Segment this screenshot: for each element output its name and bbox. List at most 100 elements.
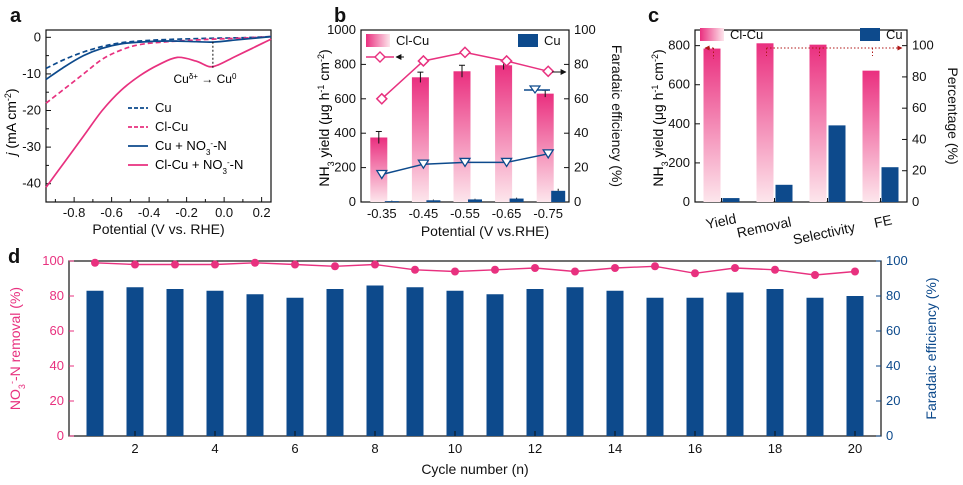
a-ann-cu: Cu	[174, 72, 189, 86]
d-bar-fe	[766, 289, 784, 436]
c-y2tick-label: 100	[912, 38, 934, 53]
c-bar-clcu	[703, 48, 721, 203]
b-bar-cu	[468, 199, 482, 202]
b-y2label: Faradaic efficiency (%)	[609, 45, 625, 187]
b-fe-marker-cu	[542, 149, 555, 160]
d-removal-point	[371, 260, 379, 269]
d-removal-point	[491, 265, 499, 274]
b-bar-clcu	[411, 77, 429, 202]
b-fe-marker-clcu	[542, 65, 555, 78]
c-category-removal: Removal	[735, 214, 792, 241]
b-legend-cu: Cu	[544, 33, 561, 48]
c-y2tick-label: 0	[912, 194, 919, 209]
d-ytick-label: 0	[57, 428, 64, 443]
a-l3a: Cu + NO	[155, 138, 206, 153]
b-yl-f: -2	[316, 54, 326, 62]
a-l4c: -	[227, 158, 230, 167]
d-xtick-label: 6	[291, 441, 298, 456]
d-removal-point	[731, 264, 739, 272]
b-xtick-label: -0.65	[492, 206, 522, 221]
d-ytick-label: 60	[50, 323, 64, 338]
c-category-selectivity: Selectivity	[791, 219, 856, 248]
b-bar-cu	[384, 201, 399, 202]
a-ylabel-unit: (mA cm	[3, 101, 19, 152]
b-bar-clcu	[453, 71, 471, 202]
b-yl-c: yield (μg h	[316, 93, 332, 162]
b-fe-marker-cu	[500, 157, 513, 168]
d-removal-point	[211, 260, 219, 269]
d-removal-point	[451, 267, 459, 276]
c-bar-cu	[828, 125, 846, 202]
a-xtick-label: -0.8	[63, 205, 85, 220]
b-legend-clcu: Cl-Cu	[396, 33, 429, 48]
a-ylabel: j (mA cm-2)	[3, 88, 19, 157]
b-xtick-label: -0.55	[450, 206, 480, 221]
b-bar-clcu	[495, 65, 513, 202]
b-legend-marker-cu	[528, 85, 542, 95]
c-ytick-label: 400	[668, 116, 690, 131]
d-xtick-label: 8	[371, 441, 378, 456]
a-xtick-label: -0.4	[138, 205, 160, 220]
d-xlabel: Cycle number (n)	[421, 461, 528, 477]
d-bar-fe	[646, 297, 664, 436]
d-removal-point	[531, 264, 539, 272]
d-removal-point	[651, 262, 659, 271]
c-category-yield: Yield	[704, 210, 737, 232]
a-ann-sup1: δ+	[189, 72, 198, 81]
d-ytick-label: 40	[50, 358, 64, 373]
d-removal-point	[331, 262, 339, 271]
c-y2tick-label: 40	[912, 131, 926, 146]
d-bar-fe	[246, 294, 264, 436]
a-ylabel-close: )	[3, 88, 19, 93]
b-xlabel: Potential (V vs.RHE)	[421, 223, 549, 239]
a-l3d: -N	[213, 138, 227, 153]
b-ytick-label: 600	[334, 91, 356, 106]
d-yl-b: 3	[17, 384, 27, 389]
c-legend-swatch-clcu	[700, 28, 724, 41]
d-y2tick-label: 100	[886, 253, 908, 268]
d-bar-fe	[166, 289, 184, 436]
b-legend-swatch-clcu	[366, 34, 390, 47]
b-bar-clcu	[370, 137, 388, 202]
a-xlabel: Potential (V vs. RHE)	[92, 221, 224, 237]
a-curve-cu	[45, 35, 272, 70]
b-y2tick-label: 0	[574, 194, 581, 209]
b-fe-marker-cu	[458, 157, 472, 168]
b-ytick-label: 400	[334, 125, 356, 140]
b-y2tick-label: 60	[574, 91, 588, 106]
panel-a-frame	[45, 29, 272, 203]
a-legend-clcu-no3: Cl-Cu + NO3--N	[155, 157, 243, 176]
b-ytick-label: 800	[334, 56, 356, 71]
b-ytick-label: 200	[334, 160, 356, 175]
c-yl-e: cm	[650, 62, 666, 85]
d-bar-fe	[846, 296, 864, 436]
c-y2tick-label: 20	[912, 163, 926, 178]
c-y2tick-label: 80	[912, 69, 926, 84]
panel-d-frame	[68, 260, 882, 437]
b-y2tick-label: 100	[574, 22, 596, 37]
d-bar-fe	[486, 294, 504, 436]
c-ytick-label: 600	[668, 77, 690, 92]
d-removal-point	[251, 258, 259, 267]
a-l3c: -	[210, 139, 213, 148]
a-xtick-label: 0.2	[253, 205, 271, 220]
b-bar-cu	[509, 198, 524, 202]
b-yl-g: )	[316, 49, 332, 54]
d-removal-point	[91, 258, 99, 267]
c-bar-cu	[722, 198, 740, 202]
d-bar-fe	[806, 297, 824, 436]
d-xtick-label: 18	[768, 441, 782, 456]
d-bar-fe	[286, 297, 304, 436]
c-yl-a: NH	[650, 166, 666, 186]
a-curve-cl-cu	[45, 35, 272, 104]
b-yl-a: NH	[316, 166, 332, 186]
c-ylabel: NH3 yield (μg h-1 cm-2)	[650, 49, 670, 186]
d-removal-point	[291, 260, 299, 269]
a-ytick-label: -30	[22, 139, 41, 154]
d-yl-c: -	[7, 381, 17, 384]
c-ytick-label: 0	[683, 194, 690, 209]
d-ytick-label: 80	[50, 288, 64, 303]
a-legend-cu: Cu	[155, 100, 172, 115]
b-xtick-label: -0.45	[409, 206, 439, 221]
a-ytick-label: 0	[34, 29, 41, 44]
